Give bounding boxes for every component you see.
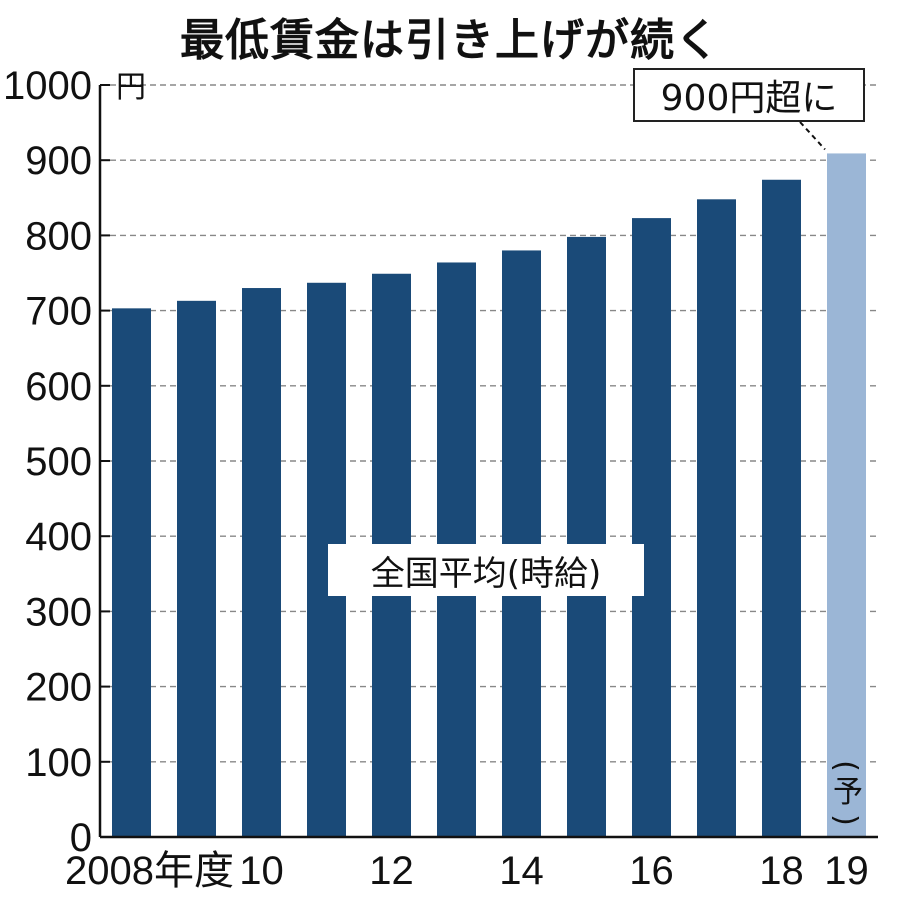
bar <box>567 236 606 838</box>
x-tick-label: 2008年度 <box>65 849 234 893</box>
annotation-callout: 900円超に <box>633 68 865 122</box>
y-tick-label: 300 <box>25 590 92 634</box>
bar <box>177 300 216 838</box>
bar <box>502 250 541 837</box>
chart-title: 最低賃金は引き上げが続く <box>180 15 720 66</box>
y-tick-label: 0 <box>70 816 92 860</box>
bar <box>632 218 671 837</box>
x-tick-label: 14 <box>499 849 544 893</box>
gridlines <box>100 84 878 838</box>
x-tick-label: 12 <box>369 849 414 893</box>
y-tick-label: 500 <box>25 440 92 484</box>
y-tick-label: 1000 <box>3 64 92 108</box>
bars <box>112 153 866 838</box>
y-tick-label: 100 <box>25 741 92 785</box>
y-tick-label: 700 <box>25 290 92 334</box>
y-tick-label: 200 <box>25 666 92 710</box>
bar <box>112 308 151 837</box>
x-tick-label: 18 <box>759 849 804 893</box>
y-tick-label: 400 <box>25 515 92 559</box>
bar-forecast <box>827 153 866 837</box>
y-tick-label: 800 <box>25 214 92 258</box>
series-label: 全国平均(時給) <box>328 544 644 596</box>
y-tick-labels: 0 100 200 300 400 500 600 700 800 900 1000 円 <box>3 64 146 860</box>
x-tick-label: 16 <box>629 849 674 893</box>
x-tick-label: 10 <box>239 849 284 893</box>
forecast-label: (予) <box>828 760 863 826</box>
bar <box>762 179 801 837</box>
callout-leader-line <box>799 121 826 151</box>
bar <box>242 288 281 837</box>
x-tick-label: 19 <box>824 849 869 893</box>
y-tick-label: 600 <box>25 365 92 409</box>
axes <box>98 85 878 839</box>
y-unit-label: 円 <box>116 70 146 105</box>
x-tick-labels: 2008年度 10 12 14 16 18 19 <box>65 849 869 893</box>
y-tick-label: 900 <box>25 139 92 183</box>
bar <box>697 199 736 837</box>
